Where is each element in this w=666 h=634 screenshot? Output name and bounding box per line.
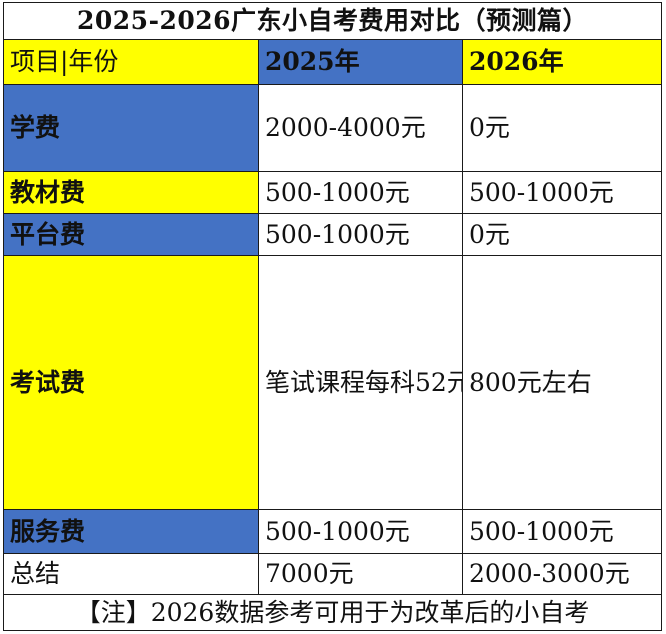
service-2025: 500-1000元 bbox=[258, 509, 463, 554]
table-row: 服务费 500-1000元 500-1000元 bbox=[3, 509, 663, 554]
title-row: 2025-2026广东小自考费用对比（预测篇） bbox=[2, 2, 663, 40]
table-row: 考试费 笔试课程每科52元，实践课程每科150元，预计费用在1600元 800元… bbox=[3, 255, 663, 510]
textbook-2026: 500-1000元 bbox=[461, 171, 663, 214]
summary-row: 总结 7000元 2000-3000元 bbox=[3, 553, 663, 595]
table-title: 2025-2026广东小自考费用对比（预测篇） bbox=[2, 2, 663, 40]
header-item-year-label: 项目|年份 bbox=[3, 39, 259, 85]
header-2026: 2026年 bbox=[461, 39, 663, 85]
table-row: 学费 2000-4000元 0元 bbox=[3, 84, 663, 172]
service-2026: 500-1000元 bbox=[461, 509, 663, 554]
exam-2025: 笔试课程每科52元，实践课程每科150元，预计费用在1600元 bbox=[258, 255, 463, 510]
exam-2026: 800元左右 bbox=[461, 255, 663, 510]
header-2025: 2025年 bbox=[258, 39, 463, 85]
row-label-summary: 总结 bbox=[3, 553, 259, 595]
row-label-platform: 平台费 bbox=[3, 213, 259, 256]
header-row: 项目|年份 2025年 2026年 bbox=[3, 39, 663, 85]
textbook-2025: 500-1000元 bbox=[258, 171, 463, 214]
note-row: 【注】2026数据参考可用于为改革后的小自考 bbox=[2, 594, 663, 631]
platform-2025: 500-1000元 bbox=[258, 213, 463, 256]
footnote: 【注】2026数据参考可用于为改革后的小自考 bbox=[2, 594, 663, 631]
row-label-tuition: 学费 bbox=[3, 84, 259, 172]
row-label-exam: 考试费 bbox=[3, 255, 259, 510]
platform-2026: 0元 bbox=[461, 213, 663, 256]
tuition-2025: 2000-4000元 bbox=[258, 84, 463, 172]
tuition-2026: 0元 bbox=[461, 84, 663, 172]
summary-2026: 2000-3000元 bbox=[461, 553, 663, 595]
table-row: 教材费 500-1000元 500-1000元 bbox=[3, 171, 663, 214]
summary-2025: 7000元 bbox=[258, 553, 463, 595]
row-label-textbook: 教材费 bbox=[3, 171, 259, 214]
table-row: 平台费 500-1000元 0元 bbox=[3, 213, 663, 256]
row-label-service: 服务费 bbox=[3, 509, 259, 554]
